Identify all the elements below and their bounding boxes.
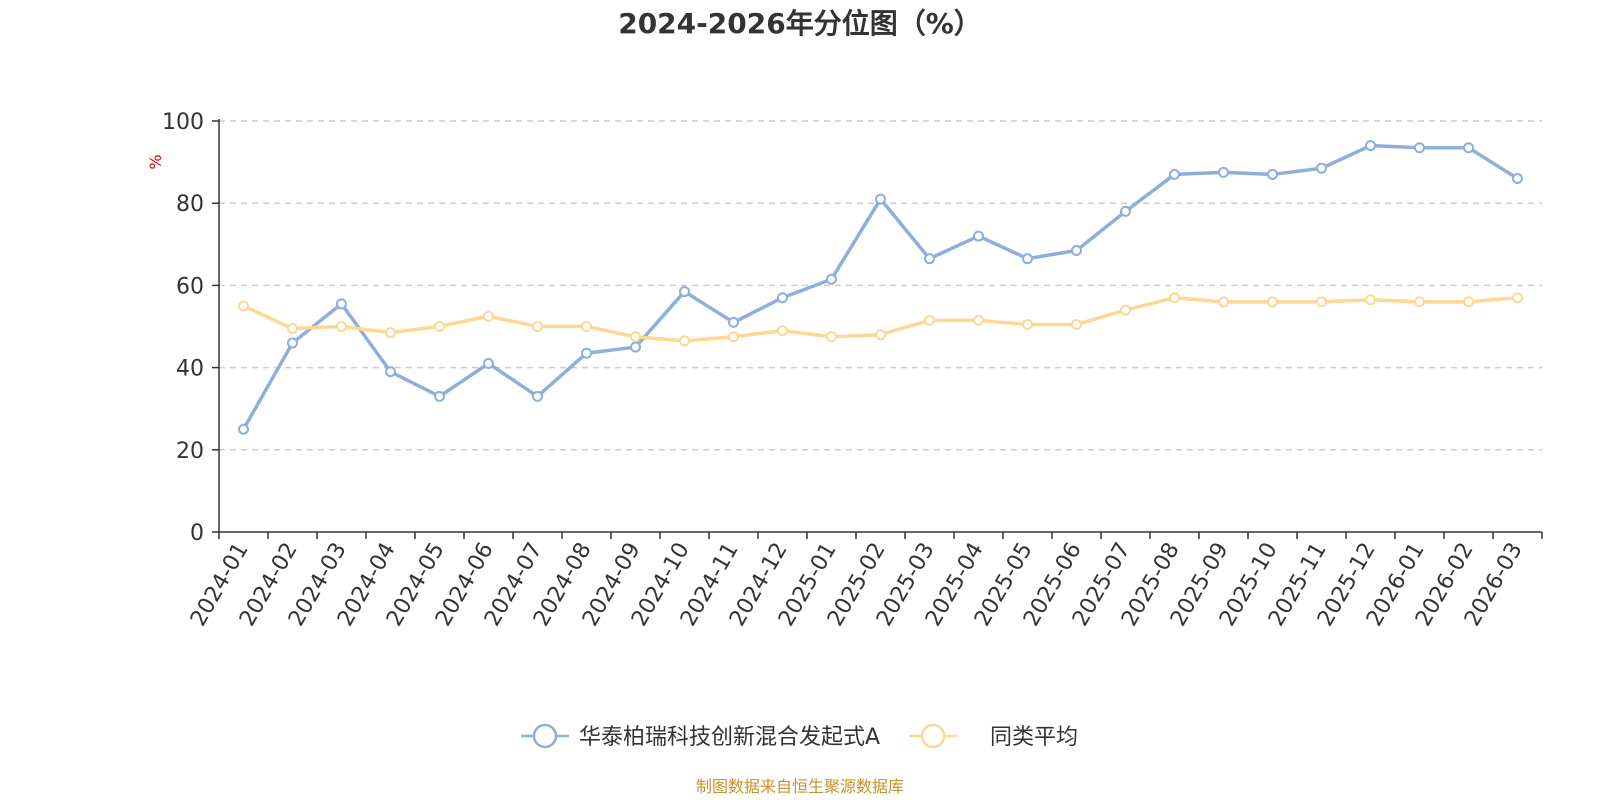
data-point — [1218, 296, 1229, 308]
data-point — [581, 347, 592, 359]
y-tick-label: 40 — [176, 357, 204, 382]
data-point — [1316, 296, 1327, 308]
y-tick-labels: 0 20 40 60 80 100 — [162, 110, 204, 546]
data-point — [1512, 292, 1523, 304]
data-point — [385, 327, 396, 339]
data-source-note: 制图数据来自恒生聚源数据库 — [696, 777, 904, 796]
data-point — [1365, 294, 1376, 306]
data-point — [1414, 296, 1425, 308]
chart-title: 2024-2026年分位图（%） — [618, 7, 982, 40]
data-point — [1365, 140, 1376, 152]
data-point — [1512, 173, 1523, 185]
data-point — [1022, 318, 1033, 330]
legend-label: 同类平均 — [990, 725, 1078, 750]
y-tick-label: 20 — [176, 439, 204, 464]
data-point — [287, 337, 298, 349]
series-line — [241, 143, 1519, 431]
data-point — [630, 331, 641, 343]
data-point — [875, 329, 886, 341]
data-point — [826, 273, 837, 285]
data-point — [434, 321, 445, 332]
data-point — [385, 366, 396, 378]
data-point — [924, 314, 935, 326]
data-point — [728, 316, 739, 328]
data-point — [1267, 168, 1278, 180]
data-point — [287, 323, 298, 335]
data-point — [483, 357, 494, 369]
data-point — [777, 292, 788, 304]
x-tick-labels: 2024-012024-022024-032024-042024-052024-… — [186, 539, 1528, 631]
data-point — [336, 321, 347, 332]
grid-lines — [219, 120, 1542, 451]
data-point — [679, 335, 690, 347]
data-point — [238, 300, 249, 312]
data-point — [1169, 292, 1180, 304]
data-point — [679, 286, 690, 298]
data-point — [1120, 304, 1131, 316]
data-point — [1218, 166, 1229, 178]
data-point — [1463, 296, 1474, 308]
data-point — [483, 310, 494, 322]
data-point — [1022, 253, 1033, 265]
data-point — [336, 298, 347, 310]
data-point — [532, 390, 543, 402]
data-point — [434, 390, 445, 402]
data-point — [238, 423, 249, 435]
series-group — [238, 292, 1523, 347]
data-point — [777, 325, 788, 337]
legend-marker — [532, 723, 558, 749]
data-point — [973, 230, 984, 242]
data-point — [1120, 205, 1131, 217]
data-point — [1414, 142, 1425, 154]
data-point — [1169, 168, 1180, 180]
data-point — [581, 321, 592, 332]
legend-marker — [920, 723, 946, 749]
y-axis-unit: % — [146, 154, 165, 169]
y-tick-label: 0 — [190, 521, 204, 546]
data-point — [1316, 162, 1327, 174]
data-point — [973, 314, 984, 326]
series-lines — [238, 140, 1523, 435]
legend: 华泰柏瑞科技创新混合发起式A 同类平均 — [521, 723, 1078, 750]
y-tick-label: 100 — [162, 110, 204, 135]
legend-item: 华泰柏瑞科技创新混合发起式A — [521, 723, 880, 750]
data-point — [630, 341, 641, 353]
legend-item: 同类平均 — [909, 723, 1078, 750]
data-point — [1267, 296, 1278, 308]
data-point — [1463, 142, 1474, 154]
data-point — [728, 331, 739, 343]
y-tick-label: 60 — [176, 274, 204, 299]
data-point — [875, 193, 886, 205]
axes — [212, 119, 1543, 539]
y-tick-label: 80 — [176, 192, 204, 217]
legend-label: 华泰柏瑞科技创新混合发起式A — [579, 725, 880, 750]
data-point — [1071, 244, 1082, 256]
data-point — [826, 331, 837, 343]
series-group — [238, 140, 1523, 435]
data-point — [924, 253, 935, 265]
data-point — [532, 321, 543, 332]
data-point — [1071, 318, 1082, 330]
